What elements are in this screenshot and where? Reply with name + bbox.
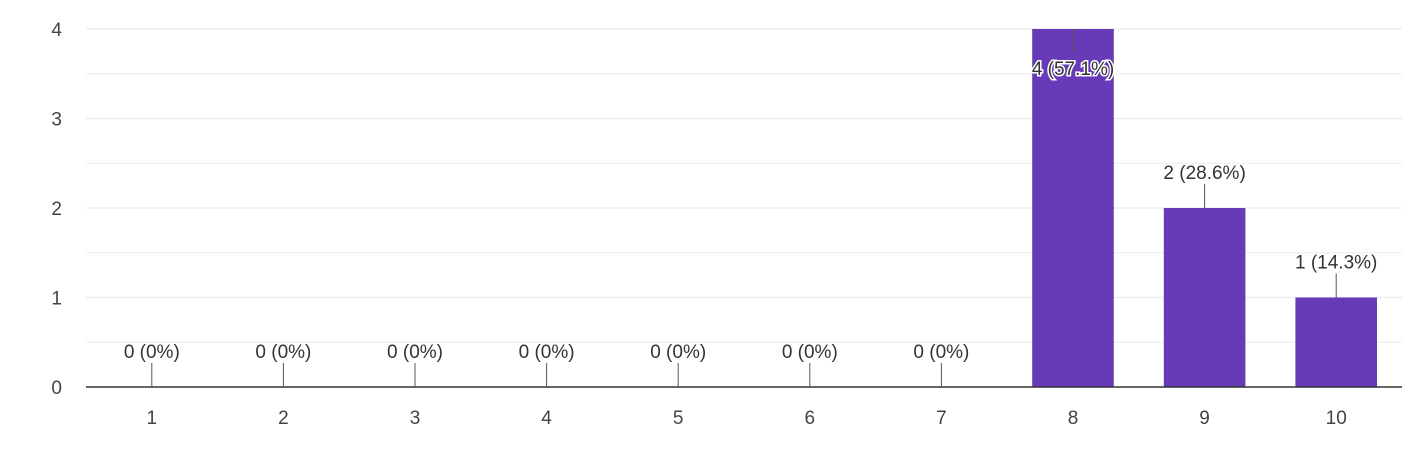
x-tick-label: 7 — [936, 408, 947, 429]
bar — [1295, 297, 1377, 387]
bar — [1163, 208, 1246, 387]
data-label: 0 (0%) — [913, 342, 969, 363]
x-tick-label: 6 — [805, 408, 816, 429]
data-label: 0 (0%) — [387, 342, 443, 363]
x-tick-label: 8 — [1068, 408, 1079, 429]
y-tick-label: 0 — [51, 378, 62, 399]
y-tick-label: 4 — [51, 20, 62, 41]
x-tick-label: 10 — [1326, 408, 1347, 429]
x-tick-label: 5 — [673, 408, 684, 429]
bar — [1032, 29, 1114, 387]
x-tick-label: 2 — [278, 408, 289, 429]
x-tick-label: 1 — [147, 408, 158, 429]
data-label: 1 (14.3%) — [1295, 253, 1377, 274]
x-tick-label: 3 — [410, 408, 421, 429]
axes: 0 1 2 3 4 1 2 3 4 5 6 7 8 9 10 — [51, 20, 1402, 429]
data-labels: 0 (0%) 0 (0%) 0 (0%) 0 (0%) 0 (0%) 0 (0%) 0 (0… — [124, 29, 1377, 387]
x-tick-label: 4 — [541, 408, 552, 429]
data-label: 0 (0%) — [124, 342, 180, 363]
gridlines — [86, 28, 1402, 343]
data-label: 2 (28.6%) — [1163, 163, 1245, 184]
data-label: 4 (57.1%) — [1032, 59, 1114, 80]
data-label: 0 (0%) — [519, 342, 575, 363]
x-tick-label: 9 — [1199, 408, 1210, 429]
y-tick-label: 3 — [51, 110, 62, 131]
data-label: 0 (0%) — [255, 342, 311, 363]
data-label: 0 (0%) — [782, 342, 838, 363]
y-tick-label: 2 — [51, 199, 62, 220]
y-tick-label: 1 — [51, 289, 62, 310]
data-label: 0 (0%) — [650, 342, 706, 363]
bars — [1032, 29, 1377, 387]
